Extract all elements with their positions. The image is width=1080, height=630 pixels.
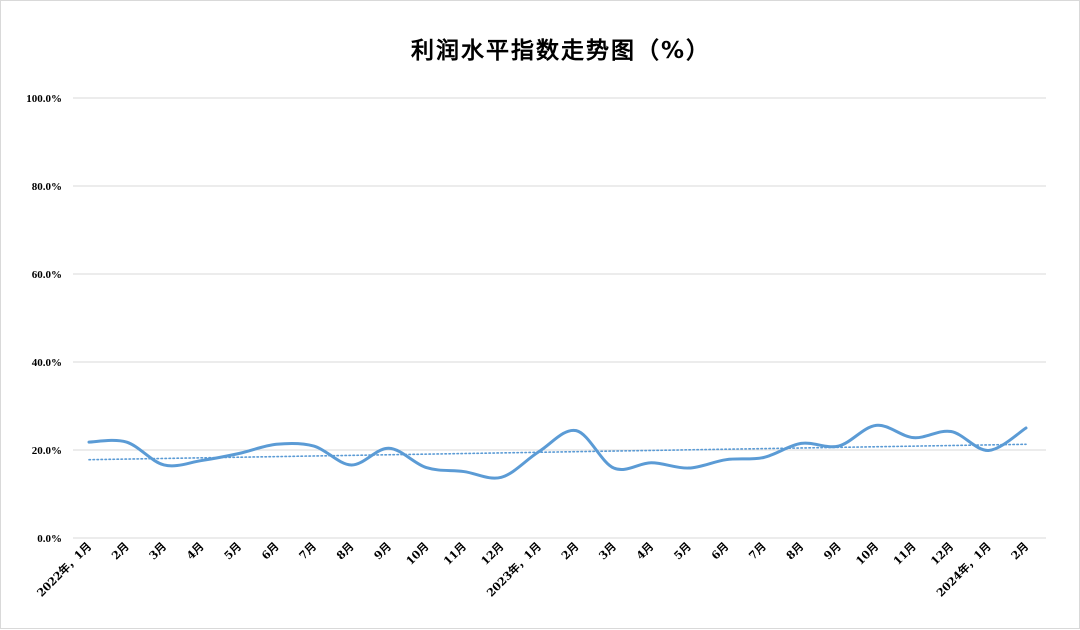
x-tick-label: 7月: [746, 540, 768, 562]
x-tick-label: 8月: [784, 540, 806, 562]
x-tick-label: 12月: [479, 540, 507, 568]
trendline-layer: [89, 444, 1026, 459]
y-tick-label: 60.0%: [32, 269, 62, 281]
x-tick-label: 6月: [709, 540, 731, 562]
x-tick-label: 2月: [109, 540, 131, 562]
x-tick-label: 5月: [671, 540, 693, 562]
x-tick-label: 12月: [928, 540, 956, 568]
y-tick-label: 0.0%: [37, 533, 62, 545]
y-tick-label: 100.0%: [26, 93, 62, 105]
x-tick-label: 8月: [334, 540, 356, 562]
y-tick-label: 80.0%: [32, 181, 62, 193]
y-tick-label: 20.0%: [32, 445, 62, 457]
x-tick-label: 9月: [372, 540, 394, 562]
grid-layer: [73, 98, 1046, 538]
x-tick-label: 11月: [441, 540, 469, 568]
x-tick-label: 2月: [1009, 540, 1031, 562]
x-tick-label: 2022年，1月: [34, 539, 94, 599]
x-tick-label: 4月: [634, 540, 656, 562]
x-tick-label: 9月: [821, 540, 843, 562]
x-tick-label: 10月: [853, 540, 881, 568]
x-tick-label: 7月: [297, 540, 319, 562]
x-tick-label: 10月: [404, 540, 432, 568]
y-tick-label: 40.0%: [32, 357, 62, 369]
trendline: [89, 444, 1026, 459]
y-axis: 0.0% 20.0% 40.0% 60.0% 80.0% 100.0%: [26, 93, 62, 545]
x-tick-label: 4月: [184, 540, 206, 562]
x-tick-label: 11月: [891, 540, 919, 568]
x-tick-label: 3月: [147, 540, 169, 562]
x-tick-label: 3月: [596, 540, 618, 562]
x-tick-label: 5月: [222, 540, 244, 562]
x-tick-label: 6月: [259, 540, 281, 562]
x-tick-label: 2月: [559, 540, 581, 562]
